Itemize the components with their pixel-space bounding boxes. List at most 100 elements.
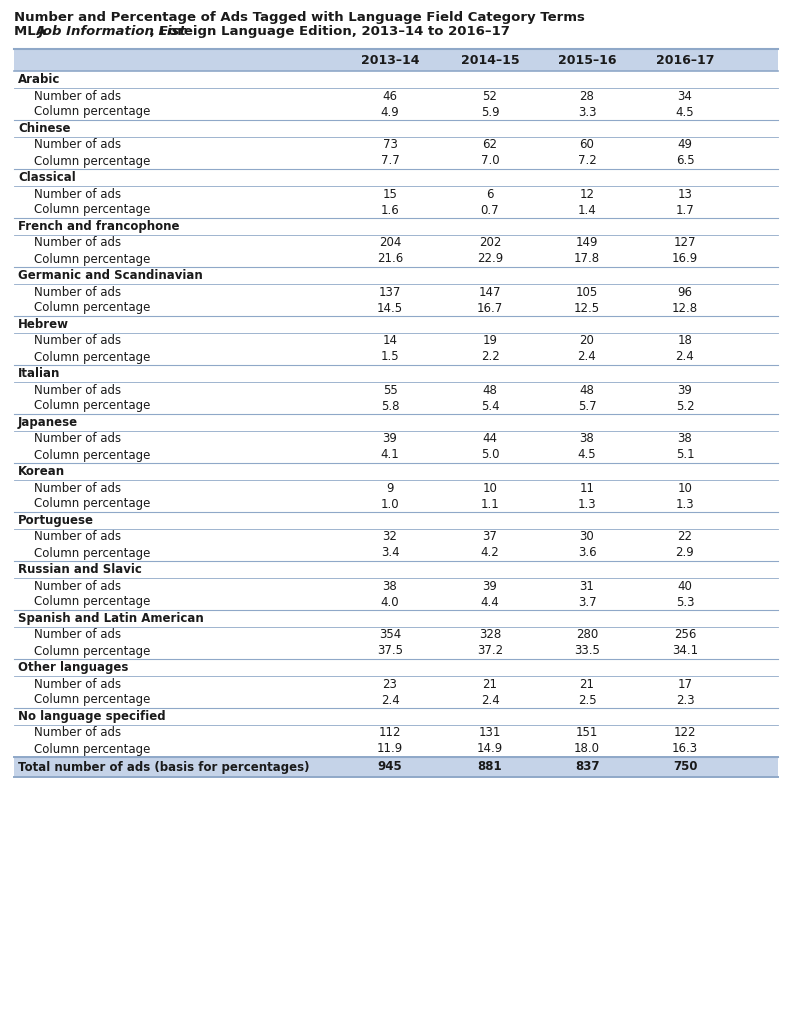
Text: 16.9: 16.9 xyxy=(672,253,698,265)
Text: Arabic: Arabic xyxy=(18,73,60,86)
Text: 11: 11 xyxy=(580,481,595,495)
Text: Number of ads: Number of ads xyxy=(34,335,121,347)
Text: 17: 17 xyxy=(677,678,692,690)
Text: 55: 55 xyxy=(383,384,398,396)
Text: 6: 6 xyxy=(486,187,493,201)
Text: 2.4: 2.4 xyxy=(676,350,695,364)
Text: 30: 30 xyxy=(580,530,594,544)
Text: 137: 137 xyxy=(379,286,402,299)
Text: Total number of ads (basis for percentages): Total number of ads (basis for percentag… xyxy=(18,761,310,773)
Text: Column percentage: Column percentage xyxy=(34,449,150,462)
Text: 31: 31 xyxy=(580,580,595,593)
Text: 39: 39 xyxy=(482,580,497,593)
Text: Russian and Slavic: Russian and Slavic xyxy=(18,563,142,575)
Text: Column percentage: Column percentage xyxy=(34,498,150,511)
Text: Number of ads: Number of ads xyxy=(34,629,121,641)
Text: 328: 328 xyxy=(479,629,501,641)
Text: Number and Percentage of Ads Tagged with Language Field Category Terms: Number and Percentage of Ads Tagged with… xyxy=(14,11,584,24)
Text: 149: 149 xyxy=(576,237,598,250)
Text: Number of ads: Number of ads xyxy=(34,678,121,690)
Text: 131: 131 xyxy=(479,726,501,739)
Text: 44: 44 xyxy=(482,432,497,445)
Text: 34: 34 xyxy=(678,89,692,102)
Text: 4.5: 4.5 xyxy=(577,449,596,462)
Text: 1.7: 1.7 xyxy=(676,204,695,216)
Text: 1.1: 1.1 xyxy=(481,498,500,511)
Text: 5.7: 5.7 xyxy=(577,399,596,413)
Text: Number of ads: Number of ads xyxy=(34,530,121,544)
Text: Column percentage: Column percentage xyxy=(34,301,150,314)
Text: 12: 12 xyxy=(580,187,595,201)
Text: 37.2: 37.2 xyxy=(477,644,503,657)
Text: Other languages: Other languages xyxy=(18,662,128,674)
Bar xyxy=(14,49,778,71)
Text: French and francophone: French and francophone xyxy=(18,220,180,233)
Text: 22.9: 22.9 xyxy=(477,253,503,265)
Text: Number of ads: Number of ads xyxy=(34,580,121,593)
Text: 16.7: 16.7 xyxy=(477,301,503,314)
Text: 4.4: 4.4 xyxy=(481,596,500,608)
Text: 34.1: 34.1 xyxy=(672,644,698,657)
Text: 5.2: 5.2 xyxy=(676,399,695,413)
Text: 3.4: 3.4 xyxy=(381,547,399,559)
Text: 20: 20 xyxy=(580,335,595,347)
Text: 3.7: 3.7 xyxy=(577,596,596,608)
Text: 39: 39 xyxy=(678,384,692,396)
Text: 21: 21 xyxy=(482,678,497,690)
Text: 40: 40 xyxy=(678,580,692,593)
Text: 3.3: 3.3 xyxy=(577,105,596,119)
Text: 256: 256 xyxy=(674,629,696,641)
Text: 147: 147 xyxy=(478,286,501,299)
Text: 5.9: 5.9 xyxy=(481,105,499,119)
Text: No language specified: No language specified xyxy=(18,710,166,723)
Text: 0.7: 0.7 xyxy=(481,204,499,216)
Text: 37: 37 xyxy=(482,530,497,544)
Text: 2.4: 2.4 xyxy=(381,693,399,707)
Text: 48: 48 xyxy=(482,384,497,396)
Text: 1.4: 1.4 xyxy=(577,204,596,216)
Text: 14.5: 14.5 xyxy=(377,301,403,314)
Text: 38: 38 xyxy=(383,580,398,593)
Text: 750: 750 xyxy=(672,761,697,773)
Text: 4.2: 4.2 xyxy=(481,547,500,559)
Text: Column percentage: Column percentage xyxy=(34,155,150,168)
Text: 7.0: 7.0 xyxy=(481,155,499,168)
Text: 12.8: 12.8 xyxy=(672,301,698,314)
Text: 38: 38 xyxy=(678,432,692,445)
Text: 837: 837 xyxy=(575,761,600,773)
Text: Job Information List: Job Information List xyxy=(38,25,186,38)
Text: 12.5: 12.5 xyxy=(574,301,600,314)
Text: Column percentage: Column percentage xyxy=(34,742,150,756)
Text: 10: 10 xyxy=(678,481,692,495)
Text: 5.3: 5.3 xyxy=(676,596,695,608)
Text: 280: 280 xyxy=(576,629,598,641)
Text: Number of ads: Number of ads xyxy=(34,432,121,445)
Text: 354: 354 xyxy=(379,629,401,641)
Bar xyxy=(14,757,778,777)
Text: Number of ads: Number of ads xyxy=(34,89,121,102)
Text: Column percentage: Column percentage xyxy=(34,105,150,119)
Text: 151: 151 xyxy=(576,726,598,739)
Text: 112: 112 xyxy=(379,726,402,739)
Text: 4.0: 4.0 xyxy=(381,596,399,608)
Text: 5.0: 5.0 xyxy=(481,449,499,462)
Text: Number of ads: Number of ads xyxy=(34,187,121,201)
Text: Column percentage: Column percentage xyxy=(34,399,150,413)
Text: 2014–15: 2014–15 xyxy=(461,53,520,67)
Text: Column percentage: Column percentage xyxy=(34,547,150,559)
Text: 5.8: 5.8 xyxy=(381,399,399,413)
Text: 9: 9 xyxy=(386,481,394,495)
Text: , Foreign Language Edition, 2013–14 to 2016–17: , Foreign Language Edition, 2013–14 to 2… xyxy=(145,25,510,38)
Text: 15: 15 xyxy=(383,187,398,201)
Text: 4.5: 4.5 xyxy=(676,105,695,119)
Text: 14: 14 xyxy=(383,335,398,347)
Text: 62: 62 xyxy=(482,138,497,152)
Text: 2015–16: 2015–16 xyxy=(558,53,616,67)
Text: 18: 18 xyxy=(678,335,692,347)
Text: 60: 60 xyxy=(580,138,595,152)
Text: Column percentage: Column percentage xyxy=(34,204,150,216)
Text: 16.3: 16.3 xyxy=(672,742,698,756)
Text: Column percentage: Column percentage xyxy=(34,596,150,608)
Text: 1.3: 1.3 xyxy=(577,498,596,511)
Text: 2.2: 2.2 xyxy=(481,350,500,364)
